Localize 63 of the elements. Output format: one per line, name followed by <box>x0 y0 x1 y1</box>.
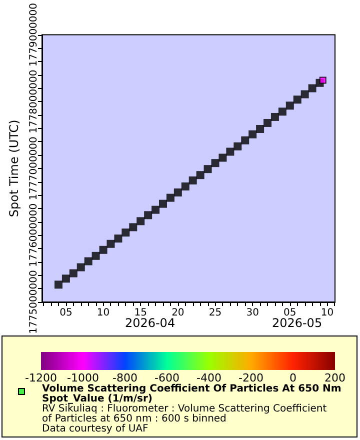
y-axis-title: Spot Time (UTC) <box>7 120 21 218</box>
text: 2026-05 <box>272 316 322 330</box>
x-tick-label: 05 <box>284 308 296 318</box>
point <box>84 257 92 266</box>
text: Data courtesy of UAF <box>42 424 148 434</box>
y-tick-label: 1775000000 <box>28 270 40 334</box>
point <box>293 96 302 104</box>
point <box>319 76 326 84</box>
point <box>158 200 167 208</box>
x-tick-label: 30 <box>246 308 259 318</box>
point <box>136 217 145 226</box>
y-tick-label: 1778000000 <box>28 70 40 134</box>
y-tick-label: 1777000000 <box>28 136 40 200</box>
point <box>144 211 152 220</box>
point <box>174 188 182 196</box>
point <box>218 154 227 162</box>
x-tick-label: 05 <box>60 308 72 318</box>
x-tick-label: 20 <box>172 308 184 318</box>
point <box>264 118 272 127</box>
point <box>211 159 220 168</box>
point <box>188 176 197 184</box>
y-tick-label: 1776000000 <box>28 203 40 268</box>
color-bar-label: -1000 <box>67 372 99 384</box>
color-bar-label: -600 <box>154 372 180 384</box>
point <box>129 223 138 232</box>
color-bar-label: -800 <box>112 372 138 384</box>
point <box>69 269 78 278</box>
point <box>114 234 122 243</box>
point <box>308 84 316 92</box>
color-bar-label: -200 <box>238 372 264 384</box>
text: RV Sikuliaq : Fluorometer : Volume Scattering Coefficient of Particles at 650 nm : 600 s binned <box>42 404 330 424</box>
x-tick-label: 10 <box>96 308 110 318</box>
color-bar-label: -400 <box>196 372 222 384</box>
point <box>248 130 257 138</box>
point <box>76 263 85 272</box>
point <box>62 274 70 283</box>
text: 2026-04 <box>124 316 176 330</box>
point <box>196 171 204 180</box>
point <box>122 228 130 237</box>
point <box>181 182 190 190</box>
point <box>92 252 100 260</box>
point <box>234 142 242 150</box>
point <box>286 102 294 110</box>
point <box>106 240 115 248</box>
point <box>241 136 250 144</box>
point <box>152 206 160 214</box>
color-bar-label: 200 <box>324 372 346 384</box>
color-bar-label: -1200 <box>25 372 57 384</box>
x-tick-label: 10 <box>320 308 334 318</box>
point <box>278 108 286 116</box>
point <box>256 124 264 133</box>
color-bar-title: Volume Scattering Coefficient Of Particles At 650 Nm Spot_Value (1/m/sr) <box>42 384 342 404</box>
color-bar-label: 0 <box>290 372 296 384</box>
point <box>226 148 234 156</box>
point <box>270 112 279 121</box>
x-tick-label: 25 <box>208 308 222 318</box>
point <box>300 90 309 98</box>
point <box>166 194 174 202</box>
x-tick-label: 15 <box>134 308 147 318</box>
y-tick-label: 1779000000 <box>28 3 40 67</box>
point <box>99 246 108 254</box>
point <box>54 280 62 289</box>
point <box>204 165 212 174</box>
